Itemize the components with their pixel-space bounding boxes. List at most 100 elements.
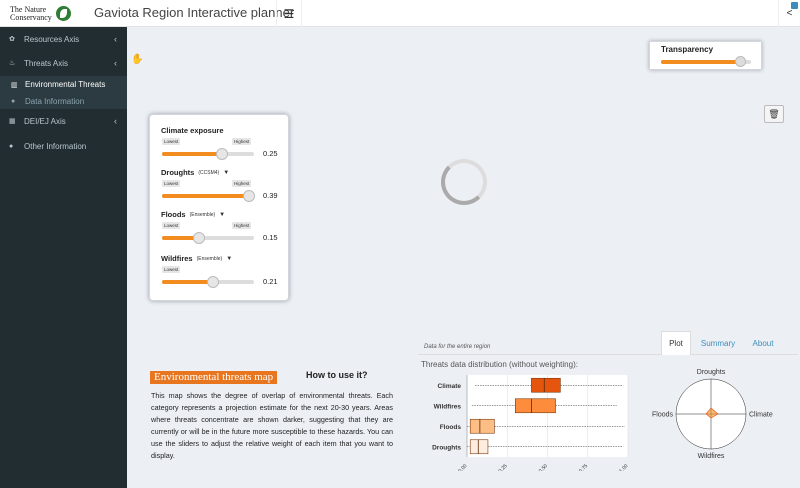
slider-title: Climate exposure: [161, 126, 224, 135]
share-badge: [791, 2, 798, 9]
slider-high-label: Highest: [232, 138, 252, 145]
slider-title: Wildfires: [161, 254, 193, 263]
sidebar-item-environmental-threats[interactable]: ▥ Environmental Threats: [0, 76, 127, 93]
sidebar-item-other-information[interactable]: ● Other Information: [0, 134, 127, 158]
sidebar-item-label: DEI/EJ Axis: [24, 116, 66, 126]
slider-handle[interactable]: [192, 232, 205, 244]
slider-track[interactable]: [162, 232, 254, 244]
x-tick-label: 1.00: [618, 463, 629, 471]
slider-low-label: Lowest: [162, 180, 181, 187]
sidebar-item-label: Threats Axis: [24, 58, 69, 68]
category-label: Climate: [438, 383, 462, 390]
sidebar-item-resources-axis[interactable]: ✿ Resources Axis ‹: [0, 27, 127, 51]
logo: The Nature Conservancy: [0, 0, 78, 27]
loading-spinner: [441, 159, 487, 205]
slider-subtitle: (Ensemble): [196, 255, 223, 262]
how-to-use-link[interactable]: How to use it?: [306, 370, 368, 380]
x-tick-label: 0.75: [578, 463, 589, 471]
map-icon: ▥: [11, 81, 18, 89]
caret-down-icon[interactable]: ▼: [219, 211, 226, 218]
people-icon: ▦: [9, 118, 16, 125]
caret-down-icon[interactable]: ▼: [223, 169, 230, 176]
slider-subtitle: (Ensemble): [189, 211, 216, 218]
top-header: The Nature Conservancy Gaviota Region In…: [0, 0, 800, 27]
slider-fill: [162, 280, 213, 284]
tab-about[interactable]: About: [752, 338, 774, 348]
category-label: Wildfires: [434, 403, 462, 410]
transparency-slider[interactable]: [661, 56, 751, 67]
category-label: Floods: [440, 424, 462, 431]
tab-plot[interactable]: Plot: [661, 331, 691, 355]
slider-fill: [162, 152, 222, 156]
sidebar: ✿ Resources Axis ‹ ♨ Threats Axis ‹ ▥ En…: [0, 27, 127, 488]
sidebar-item-label: Data Information: [25, 96, 85, 106]
box: [469, 439, 489, 455]
slider-wildfires: Wildfires (Ensemble) ▼ Lowest 0.21: [161, 254, 286, 288]
sidebar-item-data-information[interactable]: ● Data Information: [0, 93, 127, 109]
slider-high-label: Highest: [232, 222, 252, 229]
slider-subtitle: (CCSM4): [198, 169, 220, 176]
sidebar-item-label: Other Information: [24, 141, 87, 151]
slider-track[interactable]: [162, 190, 256, 202]
x-tick-label: 0.25: [498, 463, 509, 471]
transparency-slider-handle[interactable]: [735, 56, 747, 67]
slider-handle[interactable]: [206, 276, 219, 288]
radar-axis-label: Climate: [749, 412, 773, 419]
leaf-logo-icon: [56, 6, 71, 21]
slider-value: 0.21: [263, 277, 278, 286]
leaf-icon: ✿: [9, 36, 15, 43]
threats-radar-chart: Droughts Climate Wildfires Floods: [652, 369, 773, 460]
slider-value: 0.15: [263, 233, 278, 242]
chevron-left-icon: ‹: [114, 116, 117, 126]
hand-cursor-icon: ✋: [131, 54, 144, 65]
slider-track[interactable]: [162, 276, 254, 288]
box: [531, 377, 561, 393]
box: [515, 398, 556, 414]
caret-down-icon[interactable]: ▼: [226, 255, 233, 262]
tab-summary[interactable]: Summary: [700, 338, 736, 348]
slider-fill: [162, 236, 199, 240]
transparency-slider-fill: [661, 60, 741, 64]
slider-value: 0.25: [263, 149, 278, 158]
threat-weights-panel: Climate exposure Lowest Highest 0.25 Dro…: [149, 114, 289, 301]
chevron-left-icon: ‹: [114, 58, 117, 68]
trash-icon[interactable]: 🗑: [764, 105, 784, 123]
info-icon: ●: [11, 97, 16, 105]
slider-low-label: Lowest: [162, 222, 181, 229]
slider-droughts: Droughts (CCSM4) ▼ Lowest Highest 0.39: [161, 168, 286, 202]
hamburger-icon[interactable]: ☰: [276, 0, 302, 27]
slider-value: 0.39: [263, 191, 278, 200]
slider-track[interactable]: [162, 148, 254, 160]
slider-handle[interactable]: [243, 190, 256, 202]
tabs-divider: [418, 354, 798, 355]
slider-handle[interactable]: [215, 148, 228, 160]
box: [469, 418, 495, 434]
sidebar-item-dei-ej-axis[interactable]: ▦ DEI/EJ Axis ‹: [0, 109, 127, 133]
fire-icon: ♨: [9, 60, 16, 67]
info-description: This map shows the degree of overlap of …: [151, 391, 393, 460]
transparency-label: Transparency: [661, 45, 714, 54]
slider-floods: Floods (Ensemble) ▼ Lowest Highest 0.15: [161, 210, 286, 244]
slider-fill: [162, 194, 250, 198]
chevron-left-icon: ‹: [114, 34, 117, 44]
app-title: Gaviota Region Interactive planner: [94, 5, 295, 20]
radar-axis-label: Droughts: [697, 369, 726, 376]
radar-axis-label: Wildfires: [698, 453, 725, 460]
sidebar-item-threats-axis[interactable]: ♨ Threats Axis ‹: [0, 51, 127, 75]
sidebar-item-label: Environmental Threats: [25, 80, 106, 89]
info-title: Environmental threats map: [150, 371, 278, 384]
chart-title: Threats data distribution (without weigh…: [421, 360, 578, 369]
region-note: Data for the entire region: [424, 344, 491, 350]
sidebar-item-label: Resources Axis: [24, 34, 80, 44]
radar-axis-label: Floods: [652, 412, 674, 419]
share-icon[interactable]: <: [778, 0, 800, 27]
slider-climate-exposure: Climate exposure Lowest Highest 0.25: [161, 126, 286, 160]
slider-title: Floods: [161, 210, 186, 219]
logo-text: The Nature Conservancy: [10, 4, 52, 22]
threats-boxplot: 0.00 0.25 0.50 0.75 1.00 Climate Wildfires Floo…: [432, 375, 630, 471]
x-tick-label: 0.50: [538, 463, 549, 471]
category-label: Droughts: [432, 444, 461, 451]
x-tick-label: 0.00: [457, 463, 468, 471]
info-icon: ●: [9, 142, 14, 150]
slider-title: Droughts: [161, 168, 195, 177]
